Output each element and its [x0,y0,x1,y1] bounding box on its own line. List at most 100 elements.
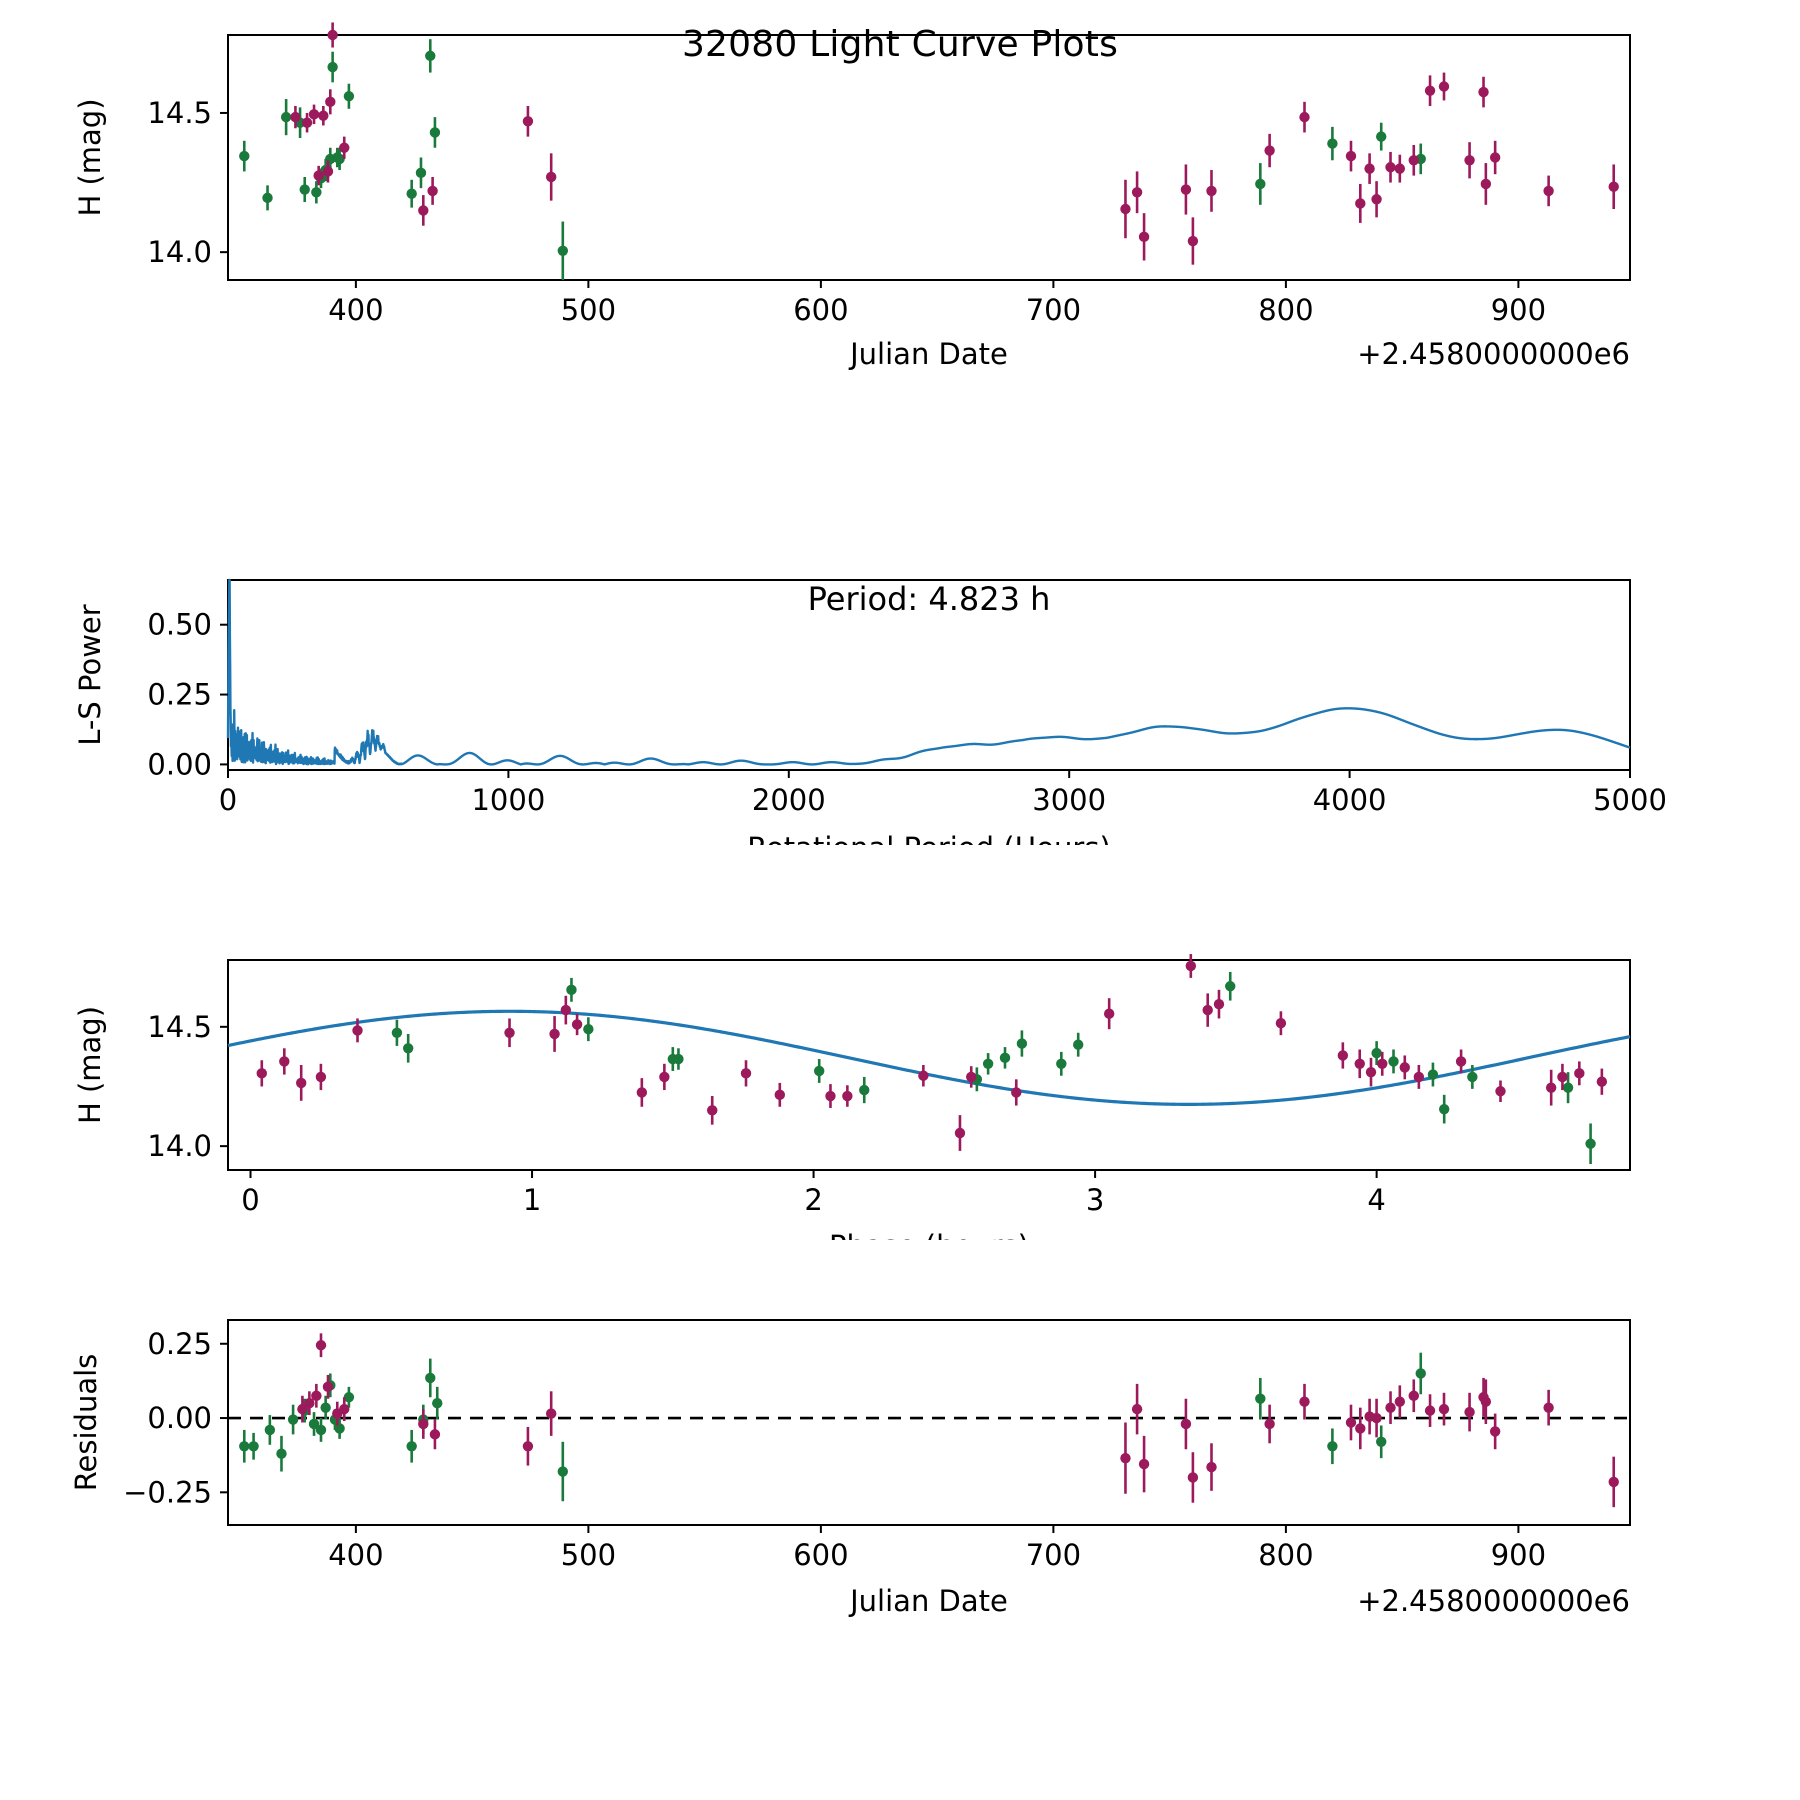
y-tick-label: 0.00 [147,1401,212,1435]
data-point [707,1105,718,1116]
data-point [406,1441,417,1452]
data-point [415,167,427,179]
data-point [1345,150,1357,162]
data-point [429,1429,441,1440]
data-point [1424,85,1436,96]
data-point [659,1071,670,1083]
data-point [1187,1472,1199,1483]
series-magenta [256,954,1608,1151]
data-point [583,1024,594,1035]
data-point [1545,1082,1557,1093]
data-point [1138,1458,1150,1470]
data-point [1264,145,1275,156]
phase-panel: 0 1 2 3 4 Phase (hours) 14.0 14.5 H (mag) [0,940,1800,1240]
data-point [1255,1393,1266,1404]
figure-title: 32080 Light Curve Plots [681,24,1119,65]
data-point [280,111,292,123]
data-point [954,1127,966,1139]
x-tick-label: 700 [1026,1538,1081,1572]
y-tick-label: 0.25 [147,1327,212,1361]
series-magenta [290,22,1619,265]
x-tick-label: 400 [328,293,383,327]
data-point [545,171,557,183]
data-point [402,1043,414,1054]
data-point [1120,1452,1131,1464]
x-tick-label: 500 [561,293,616,327]
periodogram-svg: 0 1000 2000 3000 4000 5000 Rotational Period (… [73,578,1667,845]
x-axis-offset-label: +2.4580000000e6 [1357,1584,1630,1618]
data-point [299,184,310,195]
y-axis-label: H (mag) [73,1006,107,1124]
data-point [1413,1071,1425,1083]
periodogram-panel: 0 1000 2000 3000 4000 5000 Rotational Period (… [0,565,1800,845]
data-point [859,1084,870,1096]
plot-frame [227,34,1631,281]
data-point [304,1397,315,1409]
data-point [1371,1412,1382,1424]
x-axis-label: Rotational Period (Hours) [747,831,1111,845]
data-point [545,1408,557,1419]
data-point [322,166,334,177]
x-tick-label: 400 [328,1538,383,1572]
data-point [248,1441,259,1452]
data-point [673,1053,684,1065]
data-point [1225,981,1236,992]
data-point [1365,1066,1377,1078]
plot-frame [227,959,1631,1171]
data-point [290,111,301,123]
y-axis-label: Residuals [69,1354,103,1492]
data-point [1345,1417,1357,1428]
data-point [1377,1058,1388,1070]
data-point [1408,155,1419,166]
y-tick-label: 14.5 [147,96,212,130]
data-point [1608,181,1619,192]
data-point [1138,231,1150,243]
data-point [557,1466,569,1477]
data-point [522,1441,534,1452]
data-point [1394,1396,1406,1407]
data-point [1438,81,1450,92]
data-point [315,1071,327,1083]
data-point [1355,1423,1366,1434]
x-axis-offset-label: +2.4580000000e6 [1357,337,1630,371]
data-point [279,1056,290,1067]
y-tick-label: 0.00 [147,747,212,781]
x-tick-label: 900 [1491,1538,1546,1572]
data-point [1073,1039,1084,1050]
data-point [566,984,577,996]
data-point [327,61,338,73]
data-point [327,29,338,41]
series-magenta [297,1333,1619,1508]
sinusoid-fit [227,1009,1631,1106]
data-point [1438,1103,1450,1115]
data-point [1478,86,1489,98]
data-point [1206,185,1217,197]
data-point [339,1403,350,1415]
data-point [391,1027,403,1038]
data-point [301,117,313,128]
data-point [343,1392,355,1403]
periodogram-curve [226,578,1631,766]
x-tick-label: 0 [241,1183,259,1217]
data-point [1376,131,1387,142]
data-point [1455,1056,1467,1067]
data-point [276,1448,287,1459]
data-point [1424,1405,1436,1416]
data-point [418,205,429,216]
y-axis-label: L-S Power [73,604,107,745]
data-point [239,1441,250,1452]
data-point [334,153,345,165]
data-point [1608,1476,1619,1488]
data-point [315,1340,327,1351]
data-point [918,1070,929,1081]
data-point [313,170,324,181]
data-point [1543,1402,1554,1413]
data-point [343,91,355,102]
data-point [264,1424,276,1436]
series-green [391,971,1596,1165]
data-point [636,1087,648,1098]
data-point [1562,1082,1574,1093]
data-point [1585,1138,1596,1149]
data-point [1543,185,1554,197]
data-point [334,1423,345,1434]
